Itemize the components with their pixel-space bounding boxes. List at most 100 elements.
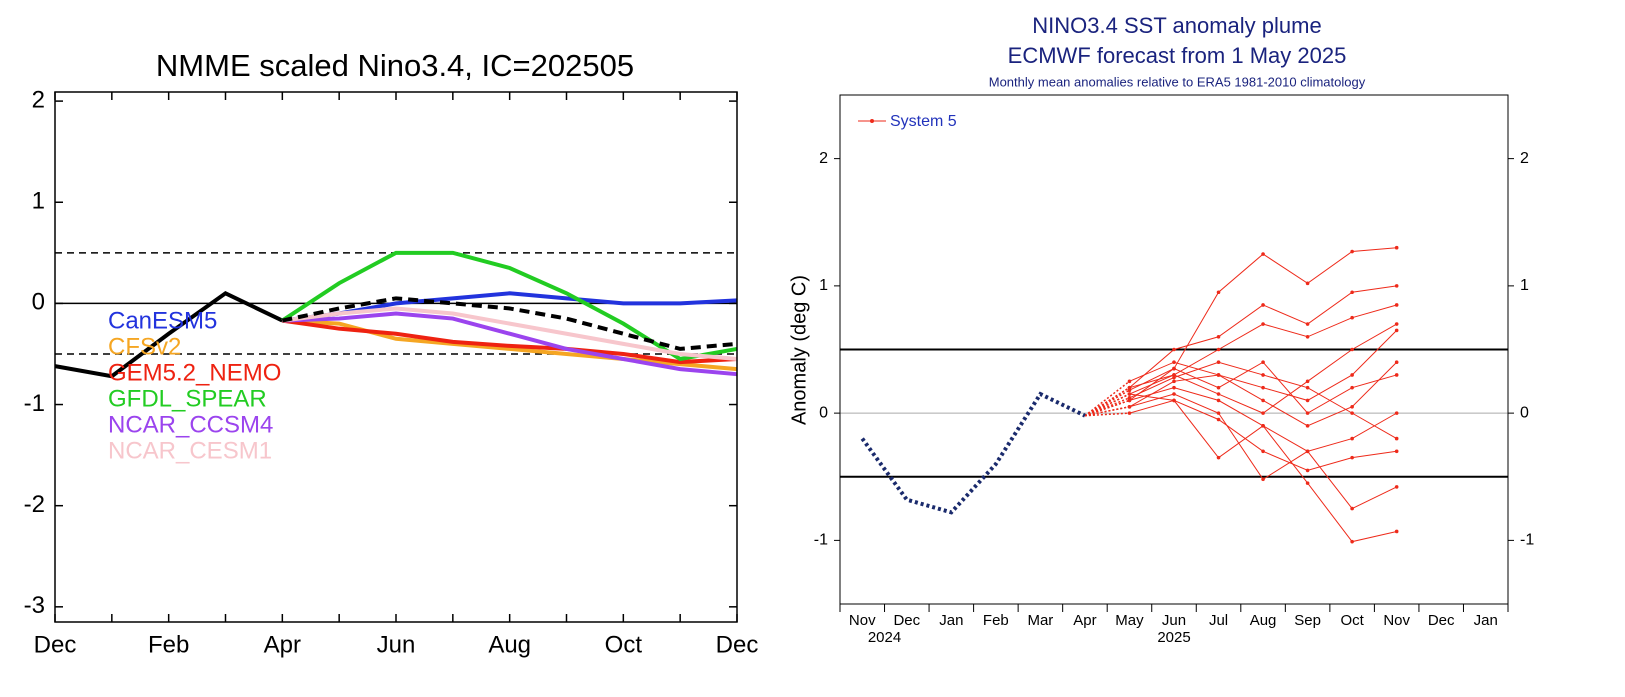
point [1216,392,1221,396]
point [1305,322,1310,326]
connector [1084,389,1130,417]
point [1172,385,1176,390]
point [1127,411,1132,415]
chart-title: NMME scaled Nino3.4, IC=202505 [156,48,634,83]
x-tick-label: Sep [1294,612,1321,629]
year-label: 2024 [868,629,901,646]
point [1172,398,1176,403]
point [1394,449,1399,454]
x-tick-label: Apr [264,631,301,658]
point [1216,290,1221,295]
legend-label: NCAR_CESM1 [108,437,272,464]
point [1350,373,1354,377]
point [1305,449,1310,454]
point [1172,347,1176,352]
y-axis-label: Anomaly (deg C) [788,275,810,425]
connector [1084,412,1130,417]
point [1216,334,1221,339]
point [1261,385,1265,390]
line [282,318,738,365]
year-label: 2025 [1157,629,1190,646]
point [1305,411,1310,415]
point [1394,360,1399,365]
point [1305,424,1310,428]
line [860,391,1086,515]
point [1394,322,1399,326]
y-tick-label: -1 [1520,532,1534,549]
y-tick-label: 1 [819,277,828,294]
x-tick-label: Oct [605,631,643,658]
point [1261,373,1265,377]
point [1172,366,1176,371]
legend-label: System 5 [890,113,957,130]
x-tick-label: Jul [1209,612,1228,629]
y-tick-label: -1 [24,390,45,417]
point [1172,373,1176,377]
x-tick-label: Dec [34,631,77,658]
line [281,250,738,362]
point [1216,373,1221,377]
point [1350,436,1354,441]
x-tick-label: Oct [1340,612,1364,629]
legend-swatch [870,119,874,123]
chart-subtitle: ECMWF forecast from 1 May 2025 [1008,43,1347,68]
point [1394,328,1399,333]
y-tick-label: 1 [32,188,45,215]
y-tick-label: 2 [32,86,45,113]
point [1394,529,1399,534]
point [1305,379,1310,384]
chart-note: Monthly mean anomalies relative to ERA5 … [989,74,1366,89]
x-tick-label: Jun [377,631,416,658]
point [1394,373,1399,377]
point [1394,303,1399,307]
point [1261,303,1265,307]
x-tick-label: May [1115,612,1144,629]
point [1216,417,1221,422]
point [1127,388,1132,393]
connector [1084,380,1130,417]
point [1172,375,1176,380]
y-tick-label: 2 [1520,150,1529,167]
point [1394,411,1399,415]
point [1127,404,1132,409]
line [54,290,284,379]
point [1350,385,1354,390]
point [1127,379,1132,384]
point [1350,539,1354,544]
point [1216,347,1221,352]
point [1350,455,1354,460]
x-tick-label: Feb [983,612,1009,629]
line [282,311,738,377]
y-tick-label: 0 [32,289,45,316]
plot-frame [54,91,738,623]
legend-label: GFDL_SPEAR [108,385,267,412]
y-tick-label: 1 [1520,277,1529,294]
line [1129,399,1397,471]
point [1350,315,1354,320]
y-tick-label: -1 [814,532,828,549]
x-tick-label: Jun [1162,612,1186,629]
point [1394,245,1399,250]
point [1394,485,1399,489]
legend-label: GEM5.2_NEMO [108,359,281,386]
legend-label: CanESM5 [108,307,217,334]
x-tick-label: Dec [1428,612,1455,629]
point [1172,392,1176,396]
point [1350,249,1354,254]
point [1261,398,1265,403]
point [1305,385,1310,390]
line [1129,285,1397,389]
point [1350,347,1354,352]
point [1127,396,1132,400]
y-tick-label: 0 [819,404,828,421]
x-tick-label: Mar [1027,612,1053,629]
line [281,296,738,351]
point [1216,398,1221,403]
point [1305,398,1310,403]
plot-frame [839,94,1509,605]
connector [1084,393,1130,417]
y-tick-label: 0 [1520,404,1529,421]
point [1172,360,1176,365]
point [1305,334,1310,339]
